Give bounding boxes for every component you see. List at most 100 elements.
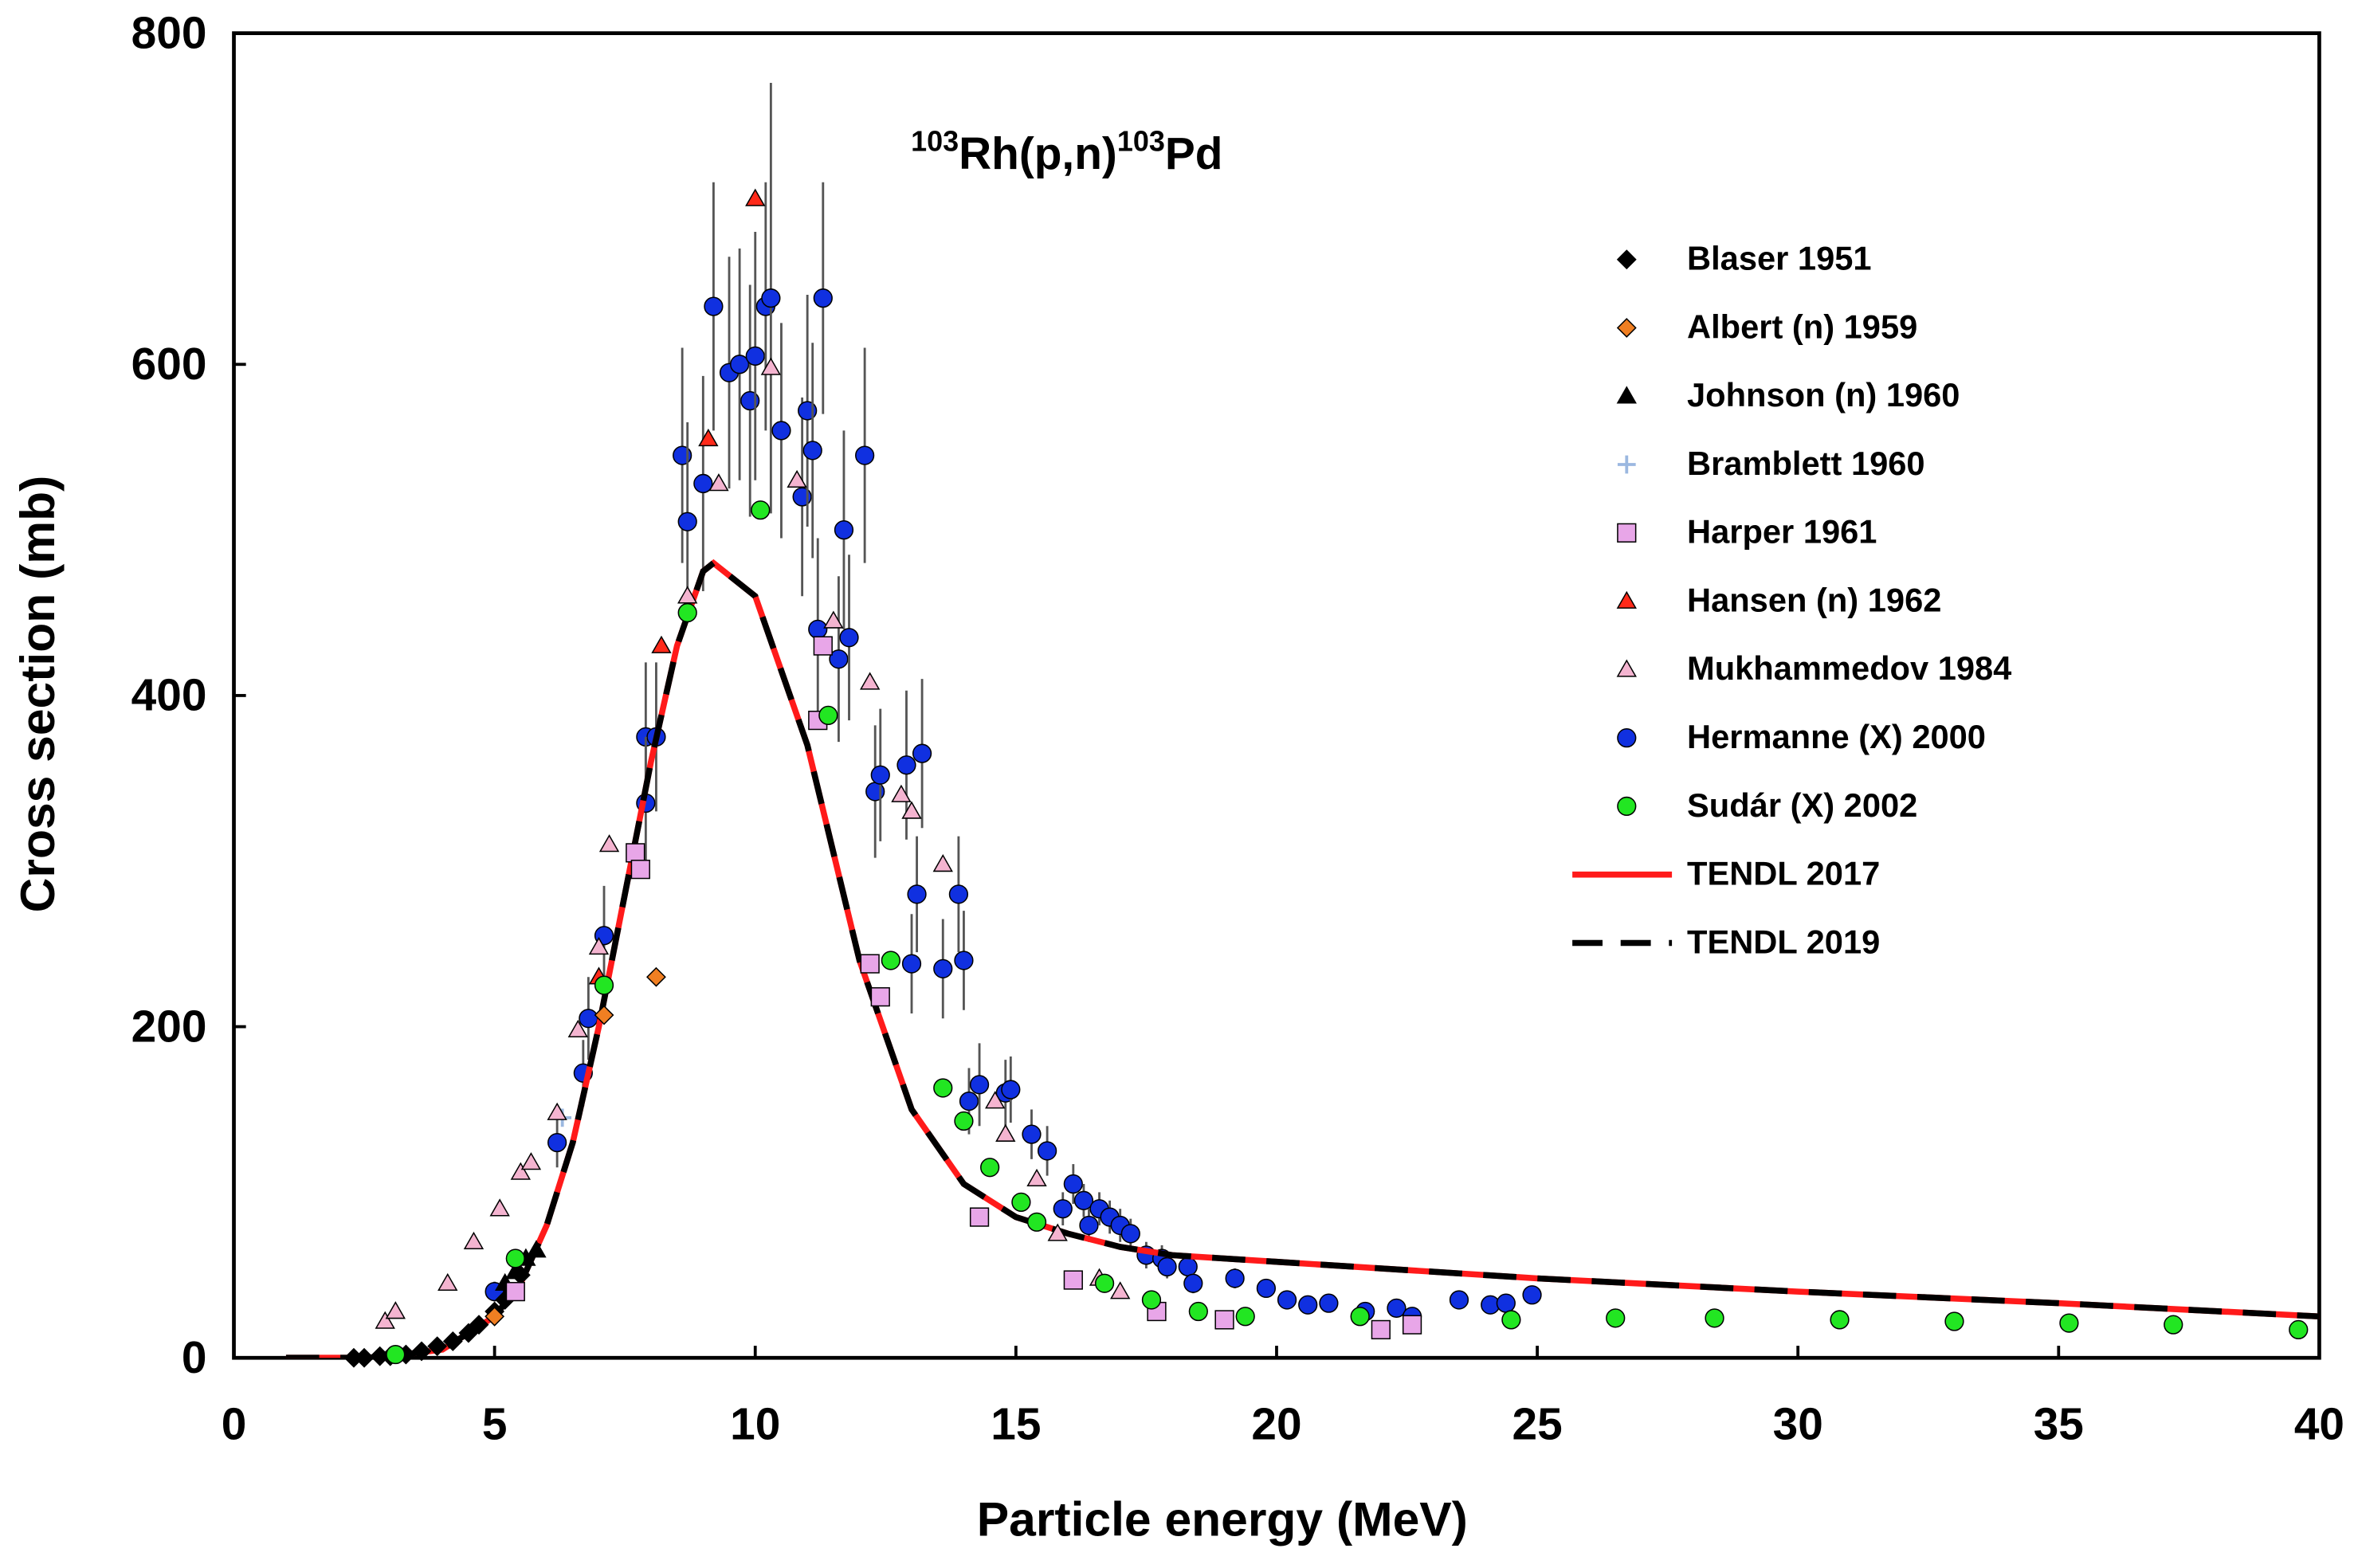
marker [870, 987, 890, 1007]
marker [954, 1111, 974, 1131]
marker [1063, 1174, 1083, 1194]
marker [839, 628, 859, 648]
x-tick-label: 20 [1251, 1399, 1301, 1449]
marker [729, 355, 750, 374]
legend-marker [1617, 523, 1637, 543]
legend-marker [1617, 455, 1636, 474]
marker [1073, 1190, 1094, 1210]
marker [505, 1281, 525, 1302]
marker [813, 288, 833, 308]
marker [1157, 1256, 1177, 1277]
x-tick-label: 15 [991, 1399, 1041, 1449]
marker [1319, 1293, 1339, 1313]
marker [1350, 1307, 1370, 1327]
marker [787, 469, 807, 488]
marker [2059, 1313, 2079, 1333]
marker [751, 500, 771, 520]
marker [708, 473, 729, 492]
x-tick-label: 0 [222, 1399, 247, 1449]
marker [1225, 1268, 1245, 1288]
marker [677, 512, 697, 531]
legend-marker [1616, 590, 1637, 609]
marker [463, 1231, 485, 1250]
marker [1449, 1290, 1469, 1310]
marker [959, 1091, 979, 1111]
y-tick-label: 400 [131, 671, 207, 721]
marker [1120, 1224, 1140, 1244]
marker [1063, 1270, 1083, 1290]
legend-label: Blaser 1951 [1687, 240, 1872, 277]
marker [1256, 1278, 1277, 1299]
marker [1501, 1310, 1521, 1330]
marker [1188, 1301, 1208, 1322]
marker [598, 834, 620, 853]
x-tick-label: 10 [730, 1399, 780, 1449]
marker [427, 1336, 448, 1357]
marker [1079, 1215, 1099, 1236]
marker [933, 958, 953, 978]
marker [823, 610, 844, 629]
marker [954, 951, 974, 970]
marker [1110, 1281, 1131, 1299]
marker [1944, 1311, 1964, 1331]
y-tick-label: 600 [131, 339, 207, 390]
marker [693, 473, 713, 494]
marker [813, 636, 833, 656]
marker [1830, 1310, 1850, 1330]
marker [1053, 1199, 1073, 1219]
y-tick-label: 800 [131, 8, 207, 58]
marker [901, 954, 922, 974]
marker [594, 1005, 614, 1025]
marker [1522, 1285, 1542, 1305]
marker [520, 1152, 542, 1170]
legend-label: Bramblett 1960 [1687, 445, 1925, 482]
marker [526, 1240, 547, 1258]
title-part: Pd [1165, 129, 1223, 179]
legend-marker [1616, 659, 1637, 677]
y-tick-label: 0 [182, 1333, 207, 1383]
marker [547, 1132, 567, 1153]
marker [1037, 1141, 1057, 1161]
x-tick-label: 40 [2294, 1399, 2344, 1449]
legend-label: Johnson (n) 1960 [1687, 376, 1960, 414]
marker [1026, 1212, 1047, 1232]
marker [1047, 1223, 1068, 1241]
marker [932, 854, 953, 872]
marker [1214, 1310, 1234, 1330]
marker [745, 346, 765, 367]
marker [933, 1078, 953, 1098]
marker [980, 1158, 1000, 1178]
marker [1141, 1290, 1162, 1310]
marker [1094, 1273, 1115, 1293]
marker [901, 801, 922, 819]
marker [881, 951, 900, 970]
marker [588, 936, 610, 955]
marker [646, 966, 666, 987]
marker [1235, 1307, 1255, 1327]
marker [485, 1306, 505, 1327]
marker [860, 954, 880, 974]
marker [995, 1123, 1016, 1142]
legend-label: Albert (n) 1959 [1687, 308, 1917, 345]
marker [385, 1301, 406, 1319]
legend-marker [1616, 386, 1637, 404]
legend-marker [1616, 318, 1637, 338]
marker [547, 1102, 567, 1120]
marker [2289, 1319, 2309, 1340]
marker [1371, 1319, 1391, 1340]
marker [745, 188, 766, 206]
marker [860, 672, 881, 690]
marker [510, 1162, 532, 1180]
marker [375, 1311, 395, 1329]
marker [567, 1019, 588, 1038]
marker [1402, 1315, 1422, 1335]
marker [855, 445, 875, 465]
marker [1705, 1308, 1724, 1328]
legend-label: Hermanne (X) 2000 [1687, 718, 1986, 755]
marker [2164, 1315, 2183, 1335]
legend-marker [1616, 249, 1637, 270]
legend-label: Mukhammedov 1984 [1687, 649, 2011, 687]
marker [677, 602, 697, 623]
x-tick-label: 5 [482, 1399, 508, 1449]
marker [626, 843, 645, 863]
